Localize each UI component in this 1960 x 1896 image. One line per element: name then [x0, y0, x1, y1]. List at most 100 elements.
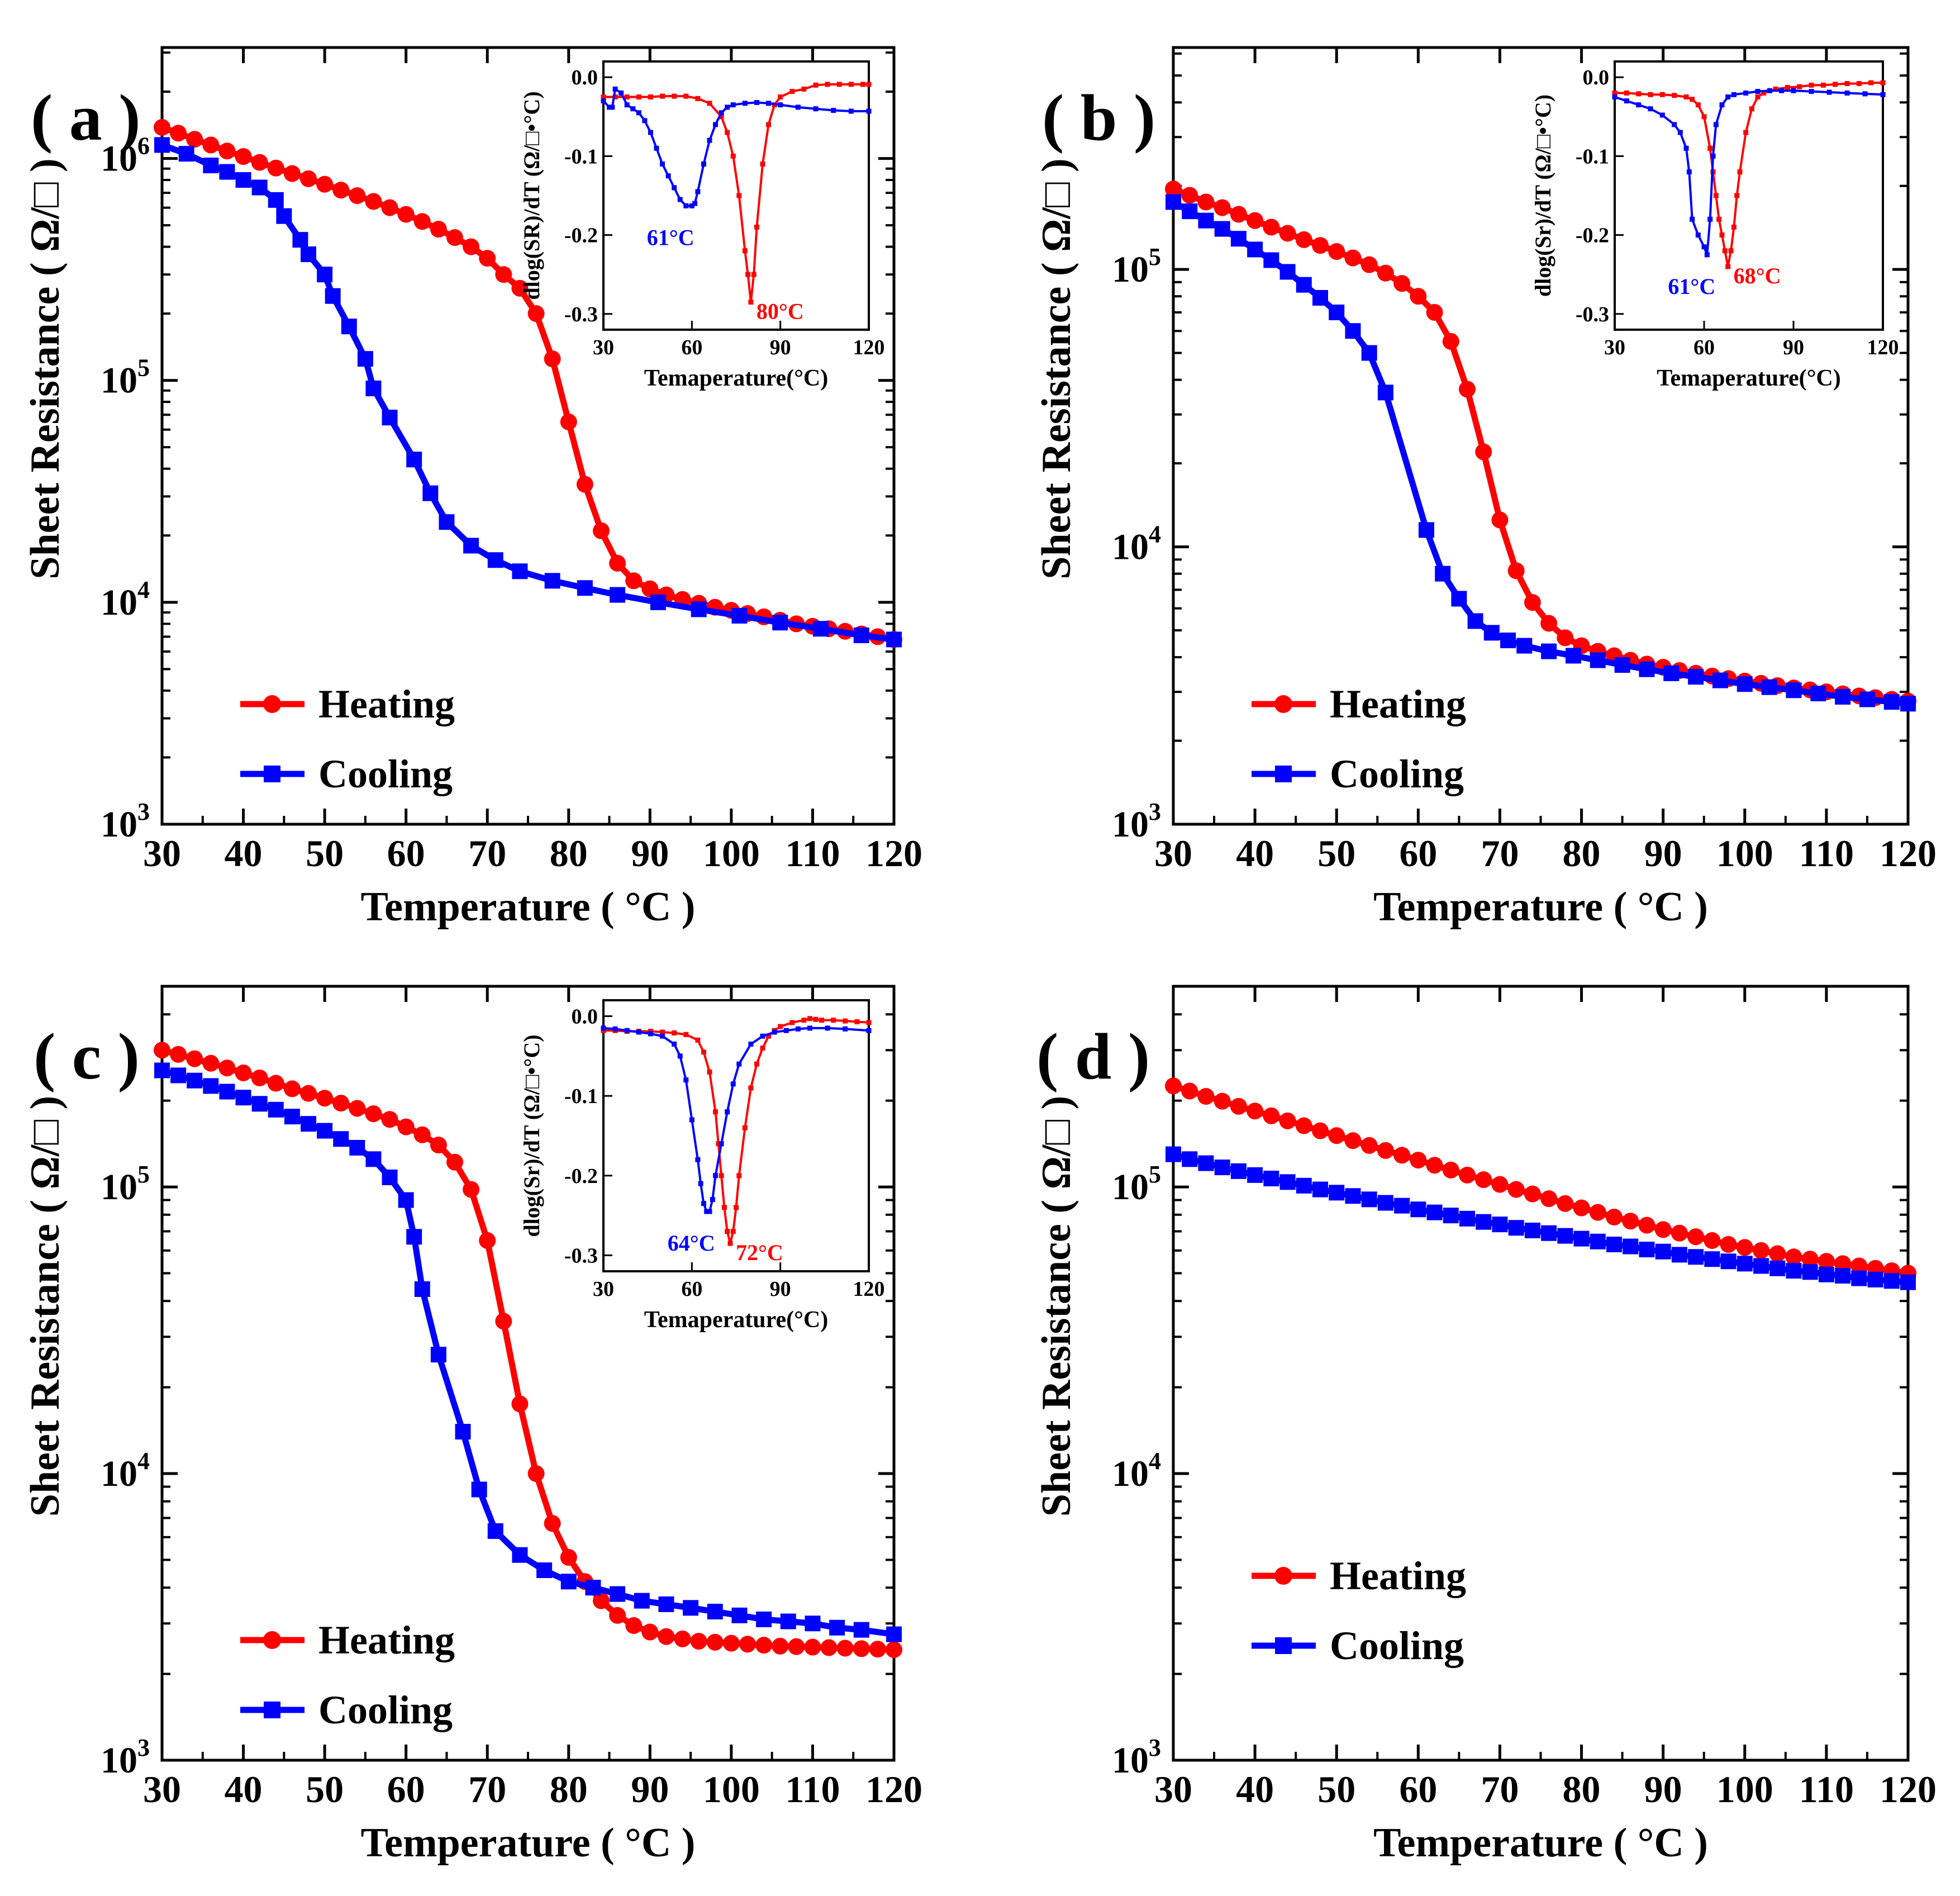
data-point — [1459, 381, 1476, 398]
data-point — [1500, 632, 1516, 648]
inset-data-point — [866, 108, 872, 114]
inset-chart: 30 60 90 120 0.0 -0.1 -0.2 -0.3 Temaperature(°C)… — [519, 60, 885, 391]
x-tick-label: 60 — [1399, 832, 1437, 875]
data-point — [251, 179, 268, 196]
inset-data-point — [695, 1157, 701, 1162]
data-point — [1769, 1245, 1786, 1262]
x-axis-label: Temperature ( °C ) — [361, 884, 696, 930]
inset-data-point — [1755, 89, 1761, 94]
x-tick-label: 80 — [550, 1768, 588, 1811]
inset-x-tick-label: 30 — [1604, 336, 1625, 359]
data-point — [430, 1347, 446, 1363]
data-point — [479, 250, 496, 267]
data-point — [235, 148, 252, 165]
inset-data-point — [778, 102, 783, 108]
legend-marker — [263, 695, 281, 713]
y-tick-label: 103 — [1112, 798, 1161, 845]
inset-data-point — [719, 1173, 724, 1179]
inset-data-point — [698, 1181, 703, 1186]
inset-y-axis-label: dlog(Sr)/dT (Ω/□•°C) — [1530, 94, 1555, 297]
data-point — [1279, 1174, 1296, 1190]
data-point — [1230, 206, 1247, 223]
data-point — [251, 1096, 268, 1112]
data-point — [650, 594, 666, 610]
data-point — [1850, 1257, 1868, 1275]
inset-data-point — [654, 145, 659, 151]
inset-data-point — [1779, 88, 1785, 93]
data-point — [1296, 1177, 1312, 1194]
data-point — [593, 522, 610, 539]
data-point — [1279, 264, 1296, 280]
data-point — [268, 192, 284, 208]
inset-data-point — [1755, 94, 1761, 100]
inset-data-point — [713, 122, 719, 127]
inset-data-point — [1648, 92, 1653, 97]
y-tick-label: 103 — [1112, 1734, 1161, 1781]
inset-data-point — [843, 1018, 848, 1024]
data-point — [1810, 686, 1826, 702]
data-point — [267, 1075, 284, 1092]
y-tick-label: 105 — [101, 354, 150, 401]
inset-data-point — [754, 99, 759, 105]
inset-data-point — [854, 1019, 860, 1025]
inset-data-point — [1695, 232, 1701, 238]
data-point — [658, 1596, 674, 1612]
x-tick-label: 50 — [306, 832, 344, 875]
inset-data-point — [778, 94, 783, 100]
data-point — [202, 136, 220, 154]
data-point — [1590, 1233, 1606, 1249]
data-point — [1753, 1242, 1769, 1259]
inset-y-tick-label: 0.0 — [572, 1005, 598, 1029]
data-point — [1688, 1249, 1704, 1265]
x-axis-label: Temperature ( °C ) — [1373, 1820, 1708, 1866]
x-axis-label: Temperature ( °C ) — [1373, 884, 1708, 930]
data-point — [1835, 688, 1851, 705]
inset-data-point — [760, 1033, 765, 1039]
inset-data-point — [736, 1173, 742, 1179]
inset-data-point — [866, 1028, 872, 1033]
data-point — [707, 1604, 723, 1620]
y-axis-label: Sheet Resistance ( Ω/□ ) — [1034, 158, 1079, 579]
data-point — [1900, 696, 1916, 712]
inset-data-point — [789, 1020, 795, 1025]
data-point — [1483, 625, 1500, 641]
x-tick-label: 100 — [1716, 832, 1773, 875]
inset-frame — [1614, 60, 1884, 331]
y-tick-label: 105 — [1112, 243, 1161, 290]
inset-data-point — [754, 1061, 759, 1067]
inset-data-point — [1725, 264, 1731, 269]
inset-data-point — [730, 153, 736, 159]
panel-label: ( c ) — [34, 1020, 140, 1093]
inset-data-point — [1636, 91, 1642, 97]
inset-data-point — [1701, 114, 1707, 120]
panel-label: ( a ) — [31, 81, 141, 154]
inset-data-point — [707, 1209, 712, 1214]
inset-data-point — [624, 94, 630, 100]
inset-data-point — [1683, 145, 1689, 151]
inset-data-point — [1737, 169, 1743, 175]
data-point — [1263, 252, 1279, 268]
inset-y-tick-label: -0.1 — [1576, 145, 1609, 168]
inset-y-axis-label: dlog(SR)/dT (Ω/□•°C) — [519, 91, 544, 300]
data-point — [1785, 1248, 1802, 1266]
data-point — [1394, 1198, 1410, 1214]
inset-x-tick-label: 90 — [770, 336, 791, 359]
data-point — [1541, 643, 1557, 659]
data-point — [292, 232, 308, 248]
inset-data-point — [730, 1229, 736, 1234]
data-point — [382, 410, 398, 426]
data-point — [1565, 648, 1581, 664]
inset-data-point — [831, 1018, 836, 1023]
data-point — [487, 1523, 503, 1539]
data-point — [1296, 277, 1312, 293]
inset-data-point — [707, 101, 712, 106]
data-point — [430, 1137, 447, 1154]
inset-data-point — [1844, 81, 1850, 87]
inset-data-point — [748, 1085, 754, 1091]
data-point — [609, 554, 626, 572]
panel-label: ( b ) — [1042, 81, 1155, 154]
data-point — [1182, 203, 1198, 220]
x-tick-label: 50 — [306, 1768, 344, 1811]
inset-data-point — [725, 130, 730, 135]
inset-data-point — [1731, 92, 1737, 97]
